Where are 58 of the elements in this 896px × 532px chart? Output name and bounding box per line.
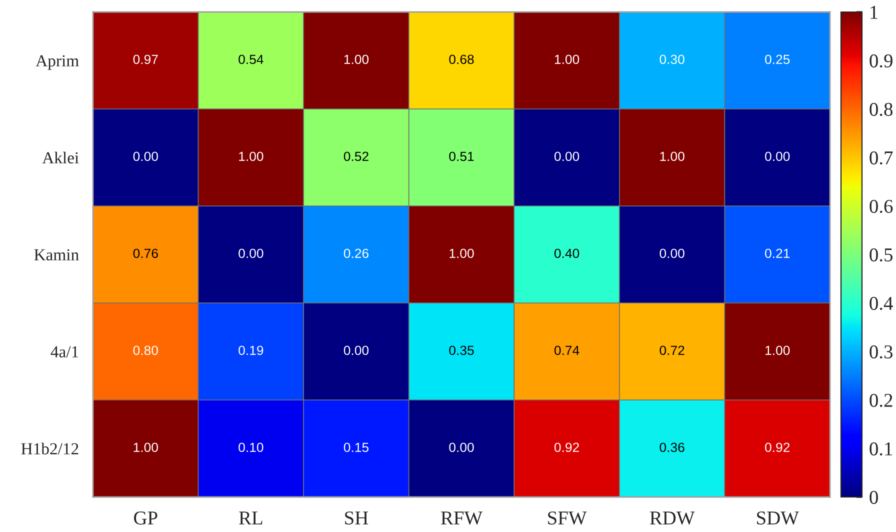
color-bar-label: 0.2 — [870, 394, 892, 408]
data-label: 1.00 — [660, 152, 684, 162]
color-bar-label: 0.3 — [870, 345, 892, 359]
y-tick-label: Aprim — [36, 55, 79, 70]
data-label: 0.80 — [133, 346, 158, 356]
data-label: 0.36 — [660, 442, 684, 452]
x-tick-label: SDW — [757, 512, 799, 525]
y-tick-label: Kamin — [34, 249, 79, 260]
x-tick-label: RL — [239, 512, 262, 524]
data-label: 0.10 — [238, 442, 264, 452]
x-tick-label: SFW — [548, 512, 587, 525]
data-label: 0.00 — [765, 152, 790, 162]
data-label: 1.00 — [766, 346, 790, 356]
data-label: 0.25 — [765, 54, 790, 64]
data-label: 0.54 — [238, 54, 264, 64]
color-bar-label: 0.9 — [870, 54, 892, 68]
data-label: 0.97 — [133, 54, 158, 64]
y-tick-label: Aklei — [42, 152, 79, 164]
y-tick-label: H1b2/12 — [21, 442, 78, 454]
data-label: 0.15 — [344, 442, 368, 452]
data-label: 0.35 — [449, 346, 474, 356]
data-label: 0.40 — [554, 248, 580, 258]
data-label: 1.00 — [344, 54, 369, 64]
data-label: 0.26 — [344, 248, 368, 258]
data-label: 0.19 — [238, 346, 264, 356]
data-label: 0.00 — [238, 248, 264, 258]
x-tick-label: RDW — [650, 512, 695, 525]
color-bar-label: 1 — [870, 6, 878, 19]
color-bar-label: 0.4 — [870, 296, 893, 310]
data-label: 0.21 — [765, 248, 790, 258]
data-label: 0.74 — [554, 346, 580, 356]
data-label: 0.51 — [449, 152, 474, 162]
data-label: 0.00 — [554, 152, 580, 162]
data-label: 0.30 — [660, 54, 684, 64]
data-label: 0.92 — [554, 442, 579, 452]
data-label: 0.76 — [133, 248, 158, 258]
x-tick-label: SH — [345, 512, 368, 525]
data-label: 0.00 — [133, 152, 158, 162]
data-label: 0.00 — [660, 248, 684, 258]
color-bar-label: 0.5 — [870, 248, 892, 262]
color-bar-label: 0.1 — [870, 442, 892, 456]
x-tick-label: GP — [134, 512, 158, 525]
color-bar-label: 0 — [870, 490, 878, 504]
data-label: 0.00 — [449, 442, 474, 452]
x-tick-label: RFW — [440, 512, 483, 525]
data-label: 1.00 — [554, 54, 580, 64]
data-label: 1.00 — [450, 248, 474, 258]
color-bar-label: 0.7 — [870, 151, 893, 165]
data-label: 0.72 — [660, 346, 684, 356]
data-label: 0.68 — [449, 54, 474, 64]
y-tick-label: 4a/1 — [50, 346, 78, 358]
data-label: 1.00 — [239, 152, 264, 162]
color-bar-label: 0.8 — [870, 102, 893, 116]
data-label: 0.92 — [765, 442, 790, 452]
data-label: 0.52 — [344, 152, 368, 162]
color-bar-label: 0.6 — [870, 200, 893, 214]
data-label: 1.00 — [134, 442, 158, 452]
data-label: 0.00 — [344, 346, 369, 356]
